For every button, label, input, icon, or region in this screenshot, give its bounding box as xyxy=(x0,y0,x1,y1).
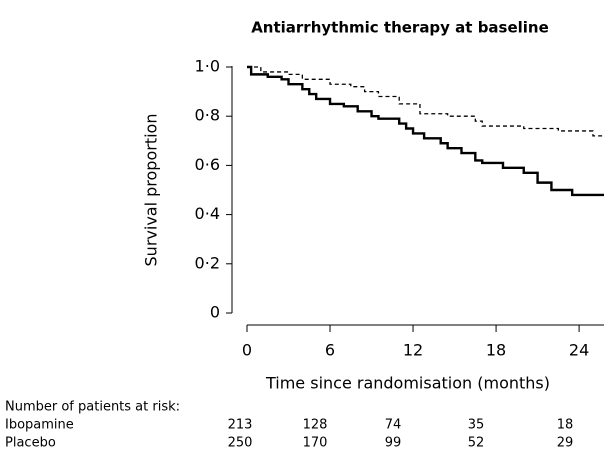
risk-value: 99 xyxy=(385,436,402,451)
survival-curve xyxy=(247,66,604,137)
y-tick-label: 0·6 xyxy=(195,155,220,174)
risk-value: 18 xyxy=(557,418,574,433)
risk-row-label: Ibopamine xyxy=(5,418,74,433)
risk-value: 128 xyxy=(303,418,328,433)
risk-table-title: Number of patients at risk: xyxy=(5,400,180,415)
risk-value: 74 xyxy=(385,418,402,433)
x-tick-label: 24 xyxy=(569,341,589,360)
x-tick-label: 12 xyxy=(403,341,423,360)
risk-row-label: Placebo xyxy=(5,436,56,451)
y-tick-label: 1·0 xyxy=(195,57,220,76)
survival-curve xyxy=(247,65,604,197)
risk-value: 170 xyxy=(303,436,328,451)
x-tick-label: 0 xyxy=(242,341,252,360)
risk-value: 250 xyxy=(228,436,253,451)
y-tick-label: 0 xyxy=(210,303,220,322)
risk-value: 35 xyxy=(468,418,485,433)
x-tick-label: 18 xyxy=(486,341,506,360)
chart-title: Antiarrhythmic therapy at baseline xyxy=(251,19,549,37)
y-tick-label: 0·2 xyxy=(195,253,220,272)
y-tick-label: 0·4 xyxy=(195,204,220,223)
x-tick-label: 6 xyxy=(325,341,335,360)
risk-value: 213 xyxy=(228,418,253,433)
y-tick-label: 0·8 xyxy=(195,106,220,125)
risk-value: 29 xyxy=(557,436,574,451)
x-axis-label: Time since randomisation (months) xyxy=(265,374,550,393)
y-axis-label: Survival proportion xyxy=(142,114,161,267)
risk-value: 52 xyxy=(468,436,485,451)
